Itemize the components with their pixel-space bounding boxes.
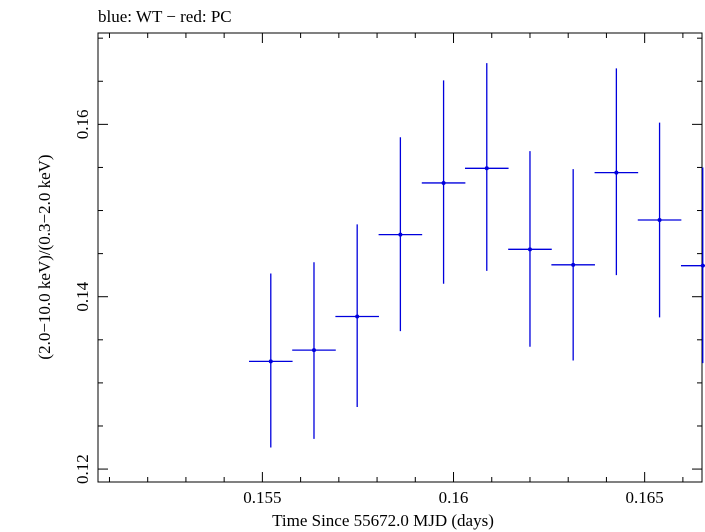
point-marker xyxy=(311,348,316,353)
x-axis-label: Time Since 55672.0 MJD (days) xyxy=(272,511,494,530)
data-point xyxy=(464,63,509,271)
data-point xyxy=(637,122,682,318)
y-tick-label: 0.16 xyxy=(73,109,92,139)
y-axis-label: (2.0−10.0 keV)/(0.3−2.0 keV) xyxy=(35,154,54,359)
y-tick-label: 0.12 xyxy=(73,454,92,484)
y-tick-label: 0.14 xyxy=(73,281,92,311)
x-tick-label: 0.16 xyxy=(439,488,469,507)
axis-ticks xyxy=(98,33,702,482)
point-marker xyxy=(441,180,446,185)
data-point xyxy=(508,151,552,347)
data-point xyxy=(378,137,423,332)
data-point xyxy=(551,169,595,361)
data-point xyxy=(292,262,336,439)
point-marker xyxy=(398,232,403,237)
point-marker xyxy=(614,170,619,175)
point-marker xyxy=(700,263,705,268)
axis-tick-labels: 0.155 0.16 0.165 0.12 0.14 0.16 xyxy=(73,109,664,507)
point-marker xyxy=(484,166,489,171)
x-tick-label: 0.155 xyxy=(243,488,281,507)
point-marker xyxy=(355,314,360,319)
x-tick-label: 0.165 xyxy=(626,488,664,507)
point-marker xyxy=(268,359,273,364)
chart-title: blue: WT − red: PC xyxy=(98,7,232,26)
data-point xyxy=(335,224,379,408)
data-point xyxy=(249,273,293,448)
point-marker xyxy=(657,218,662,223)
data-points xyxy=(249,63,705,448)
plot-frame xyxy=(97,32,703,483)
point-marker xyxy=(527,247,532,252)
point-marker xyxy=(571,262,576,267)
data-point xyxy=(680,167,705,364)
data-point xyxy=(421,80,466,284)
data-point xyxy=(594,68,639,276)
